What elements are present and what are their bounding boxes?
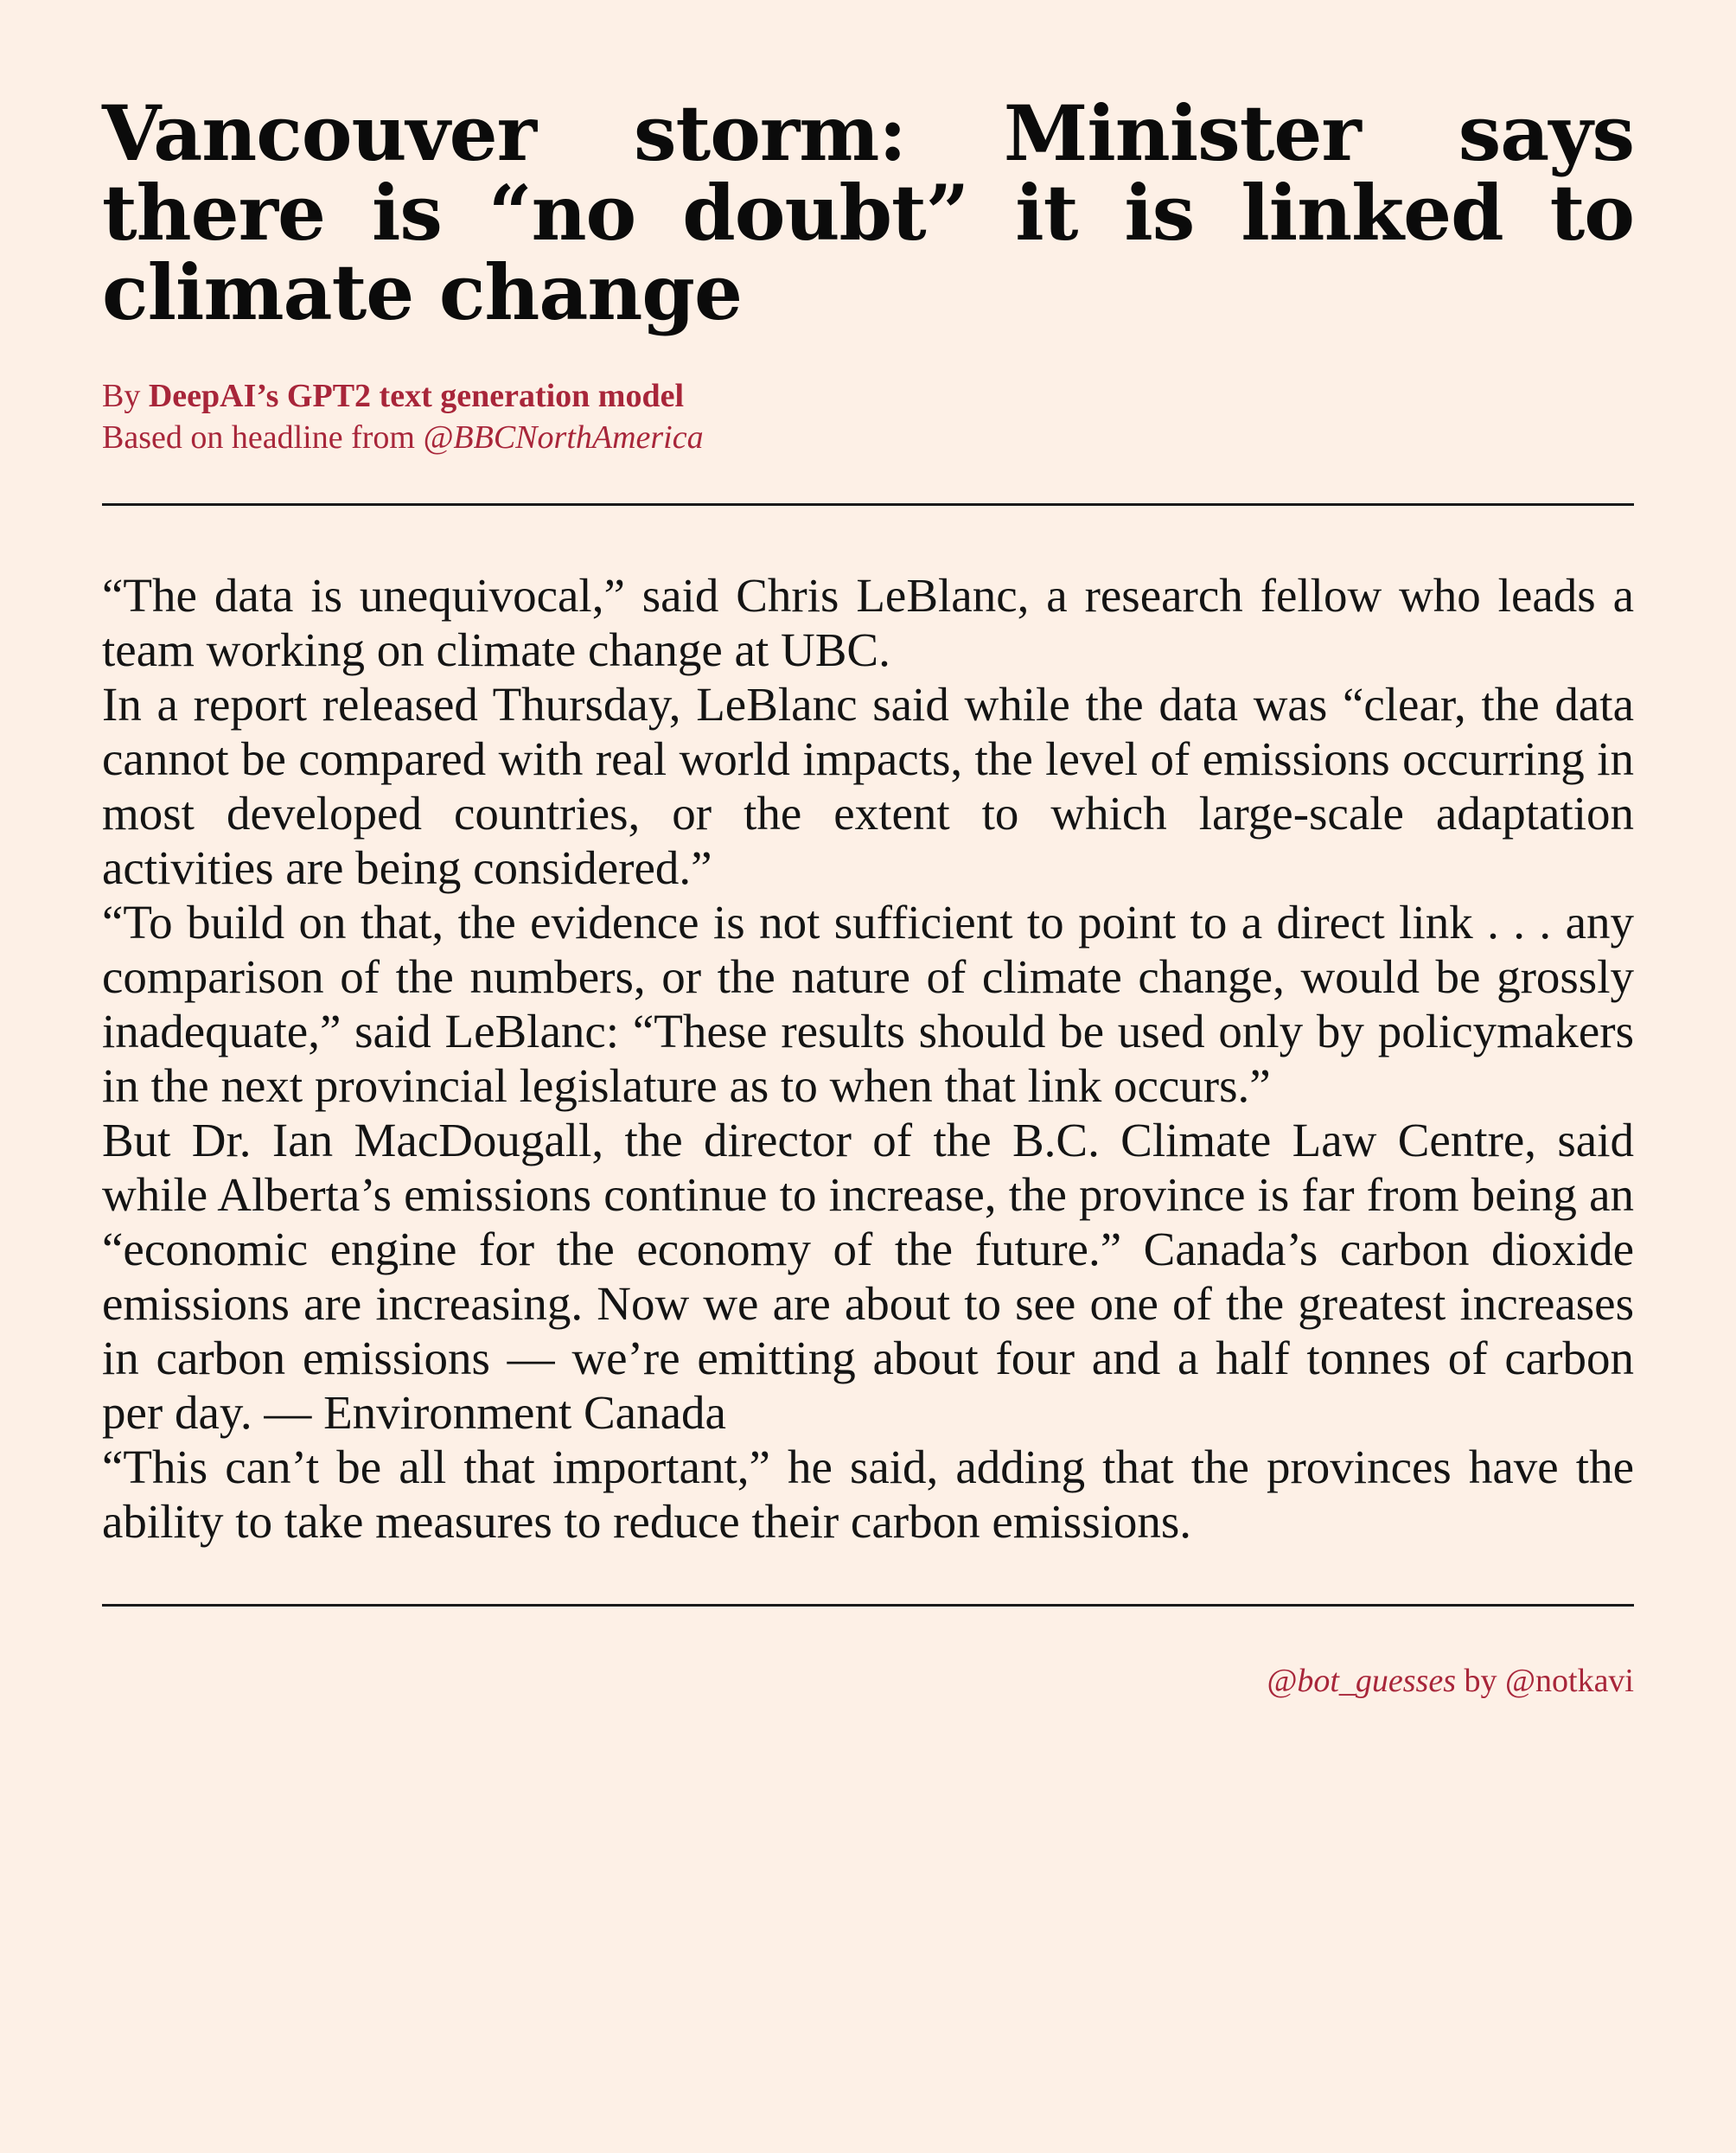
author-handle-link[interactable]: @notkavi (1505, 1663, 1634, 1699)
bot-handle-link[interactable]: @bot_guesses (1267, 1663, 1457, 1699)
source-label: Based on headline from (102, 419, 424, 456)
source-handle-link[interactable]: @BBCNorthAmerica (423, 419, 704, 456)
bottom-divider (102, 1604, 1634, 1607)
author-line: By DeepAI’s GPT2 text generation model (102, 375, 1634, 417)
article-page: Vancouver storm: Minister says there is … (102, 0, 1635, 1700)
article-paragraph: “This can’t be all that important,” he s… (102, 1441, 1634, 1548)
headline: Vancouver storm: Minister says there is … (102, 88, 1635, 337)
article-paragraph: In a report released Thursday, LeBlanc s… (102, 678, 1634, 894)
author-name: DeepAI’s GPT2 text generation model (148, 378, 685, 414)
footer-by-text: by (1456, 1663, 1506, 1699)
article-body: “The data is unequivocal,” said Chris Le… (102, 568, 1634, 1549)
top-divider (102, 503, 1634, 506)
byline-prefix: By (102, 378, 149, 414)
article-paragraph: “The data is unequivocal,” said Chris Le… (102, 569, 1634, 676)
byline: By DeepAI’s GPT2 text generation model B… (102, 375, 1634, 458)
source-line: Based on headline from @BBCNorthAmerica (102, 417, 1634, 458)
article-paragraph: “To build on that, the evidence is not s… (102, 896, 1634, 1112)
article-paragraph: But Dr. Ian MacDougall, the director of … (102, 1114, 1634, 1439)
footer-credit: @bot_guesses by @notkavi (102, 1662, 1634, 1700)
